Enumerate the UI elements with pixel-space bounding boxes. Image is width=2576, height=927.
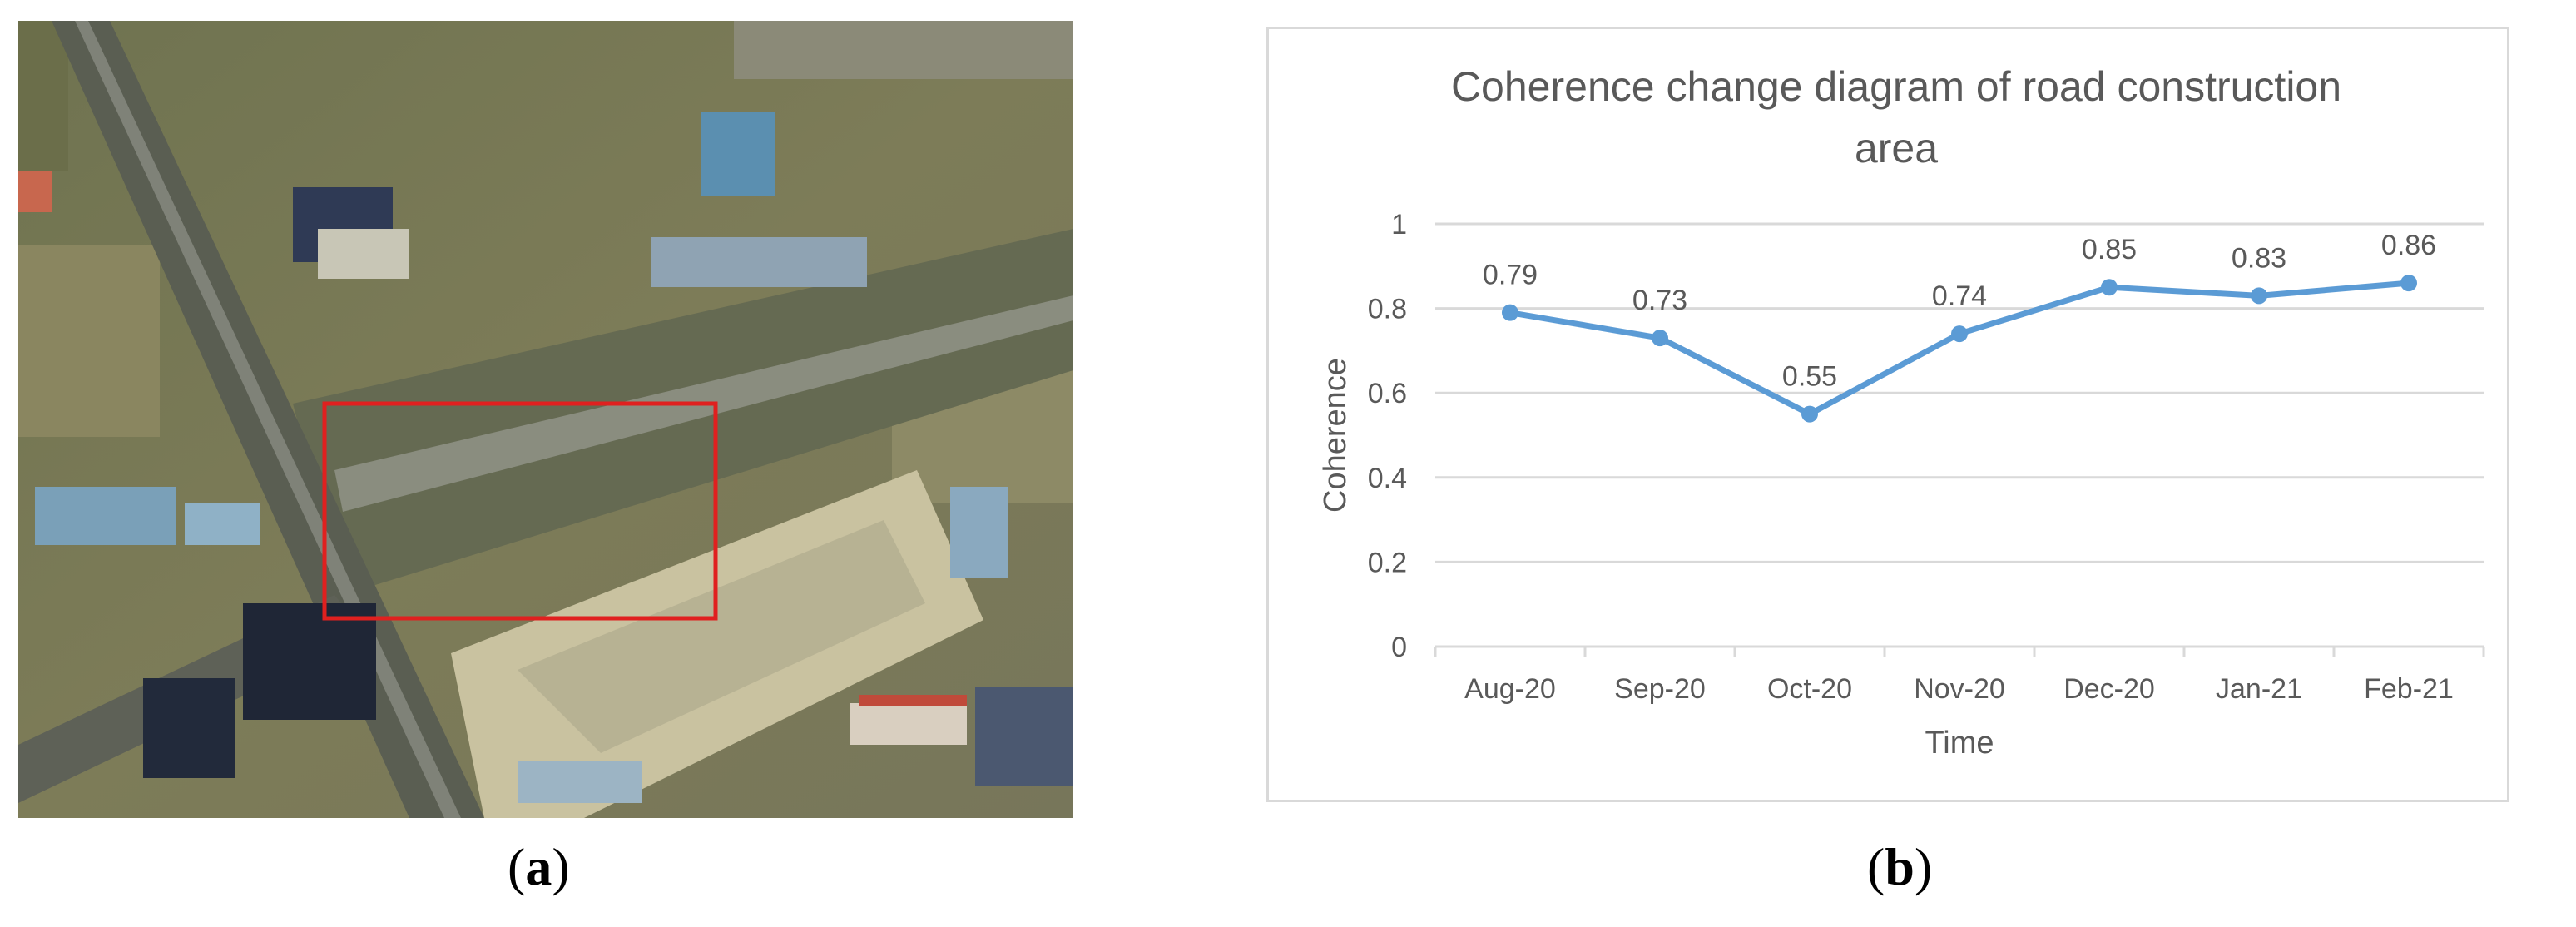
data-label: 0.83 — [2232, 242, 2286, 274]
y-tick-label: 0.2 — [1368, 547, 1407, 578]
building — [18, 171, 52, 212]
building — [518, 761, 642, 803]
chart-panel: Coherence change diagram of road constru… — [1266, 27, 2509, 802]
y-tick-label: 1 — [1391, 209, 1407, 240]
y-tick-label: 0 — [1391, 632, 1407, 663]
field — [18, 245, 160, 437]
highlight-box — [322, 401, 718, 621]
panel-b-letter: b — [1885, 837, 1915, 896]
x-axis-label: Time — [1925, 726, 1994, 761]
building — [143, 678, 235, 778]
building — [701, 112, 775, 196]
data-point — [1652, 330, 1668, 347]
x-tick-label: Oct-20 — [1767, 673, 1852, 705]
y-tick-label: 0.8 — [1368, 294, 1407, 325]
chart-title-line1: Coherence change diagram of road constru… — [1451, 63, 2341, 110]
panel-a-letter: a — [525, 837, 552, 896]
construction-yard-inner — [518, 520, 925, 753]
x-tick-label: Feb-21 — [2364, 673, 2454, 705]
building — [651, 237, 867, 287]
panel-b-label: (b) — [1867, 837, 1933, 896]
building — [975, 687, 1073, 786]
coherence-chart: Coherence change diagram of road constru… — [1318, 63, 2485, 761]
building — [243, 603, 376, 720]
data-label: 0.55 — [1782, 361, 1837, 393]
data-point — [2400, 275, 2417, 292]
x-tick-label: Dec-20 — [2063, 673, 2155, 705]
x-tick-label: Sep-20 — [1614, 673, 1706, 705]
data-label: 0.79 — [1483, 260, 1538, 291]
aerial-image — [18, 21, 1073, 818]
building — [318, 229, 409, 279]
data-point — [1502, 304, 1518, 321]
field — [18, 21, 68, 171]
data-point — [1951, 325, 1968, 343]
building — [850, 703, 967, 745]
data-label: 0.85 — [2082, 234, 2137, 265]
data-label: 0.74 — [1932, 280, 1987, 312]
aerial-image-panel — [18, 21, 1073, 818]
y-tick-label: 0.4 — [1368, 463, 1407, 494]
building — [35, 487, 176, 545]
x-tick-label: Jan-21 — [2216, 673, 2302, 705]
data-label: 0.73 — [1632, 285, 1687, 316]
chart-title-line2: area — [1855, 125, 1938, 171]
y-tick-label: 0.6 — [1368, 378, 1407, 409]
building — [950, 487, 1008, 578]
data-point — [1801, 405, 1818, 423]
y-axis-label: Coherence — [1318, 358, 1353, 513]
building-row — [734, 21, 1073, 79]
x-tick-label: Nov-20 — [1914, 673, 2005, 705]
data-point — [2101, 279, 2118, 296]
panel-a-label: (a) — [508, 837, 570, 896]
building-roof — [859, 695, 967, 706]
data-point — [2251, 287, 2267, 305]
x-tick-label: Aug-20 — [1464, 673, 1556, 705]
building — [185, 503, 260, 545]
data-label: 0.86 — [2381, 230, 2436, 261]
